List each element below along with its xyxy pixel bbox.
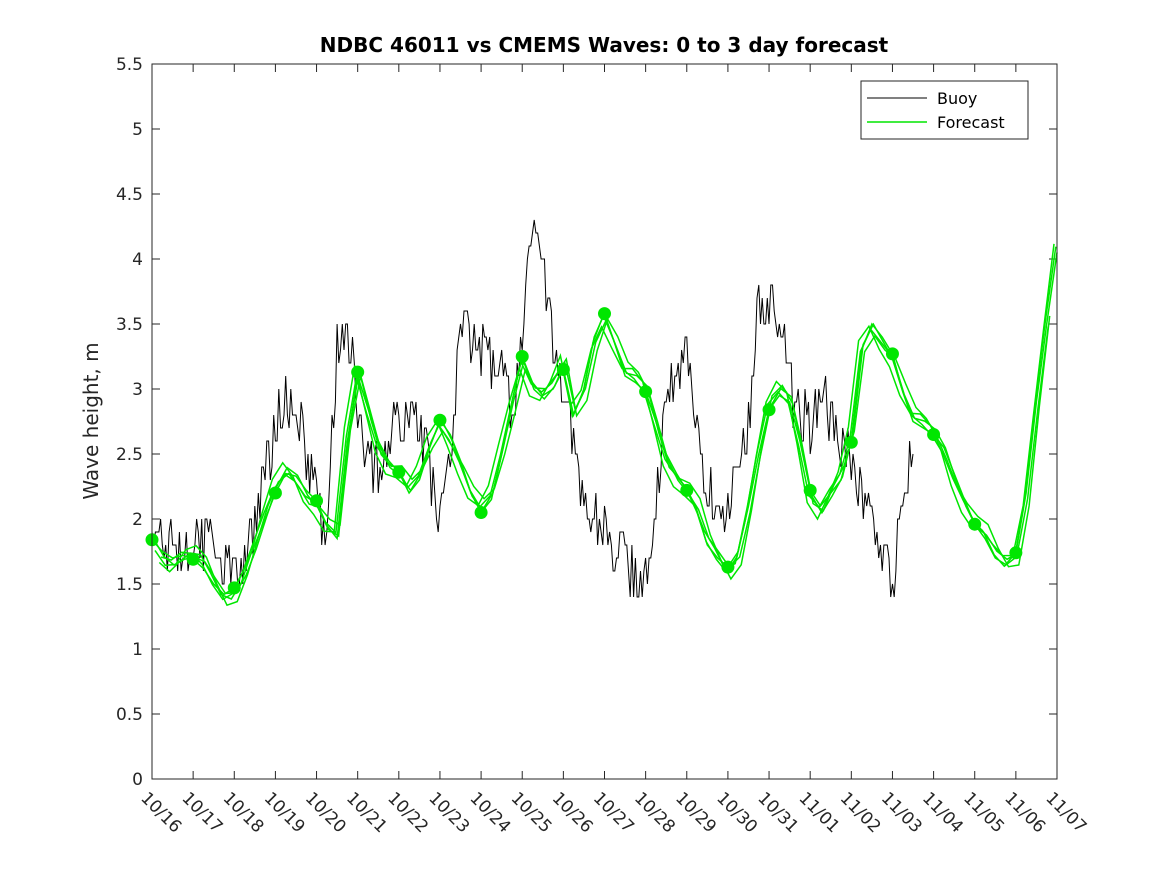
forecast-marker <box>639 385 653 399</box>
forecast-marker <box>515 350 529 363</box>
buoy-series-line <box>151 219 914 598</box>
x-tick-label: 10/18 <box>219 788 268 837</box>
y-tick-label: 4 <box>132 250 143 270</box>
forecast-series-line <box>158 243 1055 600</box>
x-tick-label: 10/24 <box>466 788 515 837</box>
forecast-marker <box>927 428 941 441</box>
y-tick-label: 1 <box>132 640 143 660</box>
x-tick-label: 11/04 <box>918 788 967 837</box>
forecast-marker <box>351 365 365 379</box>
x-tick-label: 10/23 <box>424 788 473 837</box>
forecast-marker <box>762 403 776 417</box>
plot-frame <box>151 63 1058 780</box>
forecast-marker <box>680 483 694 497</box>
x-tick-label: 10/30 <box>712 788 761 837</box>
x-tick-label: 11/03 <box>877 788 926 837</box>
y-tick-label: 4.5 <box>116 185 143 205</box>
forecast-marker <box>268 486 282 500</box>
forecast-marker <box>556 363 570 376</box>
x-tick-label: 10/25 <box>507 788 556 837</box>
y-tick-label: 3 <box>132 380 143 400</box>
forecast-marker <box>803 483 817 497</box>
y-axis-label: Wave height, m <box>79 342 103 499</box>
y-axis: 0 0.5 1 1.5 2 2.5 3 3.5 4 4.5 5 5.5 <box>116 55 1057 790</box>
x-tick-label: 10/20 <box>301 788 350 837</box>
x-tick-label: 10/16 <box>136 788 185 837</box>
x-tick-label: 10/19 <box>260 788 309 837</box>
forecast-marker <box>186 552 200 566</box>
forecast-marker <box>885 347 899 361</box>
legend-forecast-label: Forecast <box>937 113 1005 132</box>
forecast-marker <box>310 494 324 508</box>
x-tick-label: 10/21 <box>342 788 391 837</box>
x-tick-label: 11/06 <box>1000 788 1049 837</box>
y-tick-label: 5.5 <box>116 55 143 75</box>
x-tick-label: 10/22 <box>383 788 432 837</box>
forecast-marker <box>433 413 447 427</box>
y-tick-label: 0 <box>132 770 143 790</box>
y-tick-label: 2 <box>132 510 143 530</box>
forecast-marker <box>392 465 406 479</box>
x-tick-label: 10/29 <box>671 788 720 837</box>
forecast-marker <box>598 307 611 321</box>
x-tick-label: 11/07 <box>1041 788 1090 837</box>
x-tick-label: 10/17 <box>178 788 227 837</box>
chart-title: NDBC 46011 vs CMEMS Waves: 0 to 3 day fo… <box>320 33 889 57</box>
x-tick-label: 10/27 <box>589 788 638 837</box>
y-tick-label: 0.5 <box>116 705 143 725</box>
forecast-marker <box>844 435 858 449</box>
forecast-series-line <box>152 318 1049 595</box>
x-tick-label: 11/05 <box>959 788 1008 837</box>
forecast-marker <box>474 506 488 519</box>
x-tick-label: 10/28 <box>630 788 679 837</box>
y-tick-label: 1.5 <box>116 575 143 595</box>
legend-buoy-label: Buoy <box>937 89 977 108</box>
forecast-marker <box>968 517 982 531</box>
legend: Buoy Forecast <box>860 80 1029 140</box>
legend-box <box>860 80 1029 140</box>
forecast-marker <box>1009 546 1023 560</box>
x-tick-label: 10/26 <box>548 788 597 837</box>
forecast-markers <box>145 307 1023 595</box>
x-tick-label: 10/31 <box>754 788 803 837</box>
y-tick-label: 5 <box>132 120 143 140</box>
x-tick-label: 11/01 <box>795 788 844 837</box>
forecast-marker <box>721 560 735 574</box>
y-tick-label: 3.5 <box>116 315 143 335</box>
forecast-marker <box>227 581 241 595</box>
x-tick-label: 11/02 <box>836 788 885 837</box>
forecast-series-line <box>154 315 1051 607</box>
y-tick-label: 2.5 <box>116 445 143 465</box>
